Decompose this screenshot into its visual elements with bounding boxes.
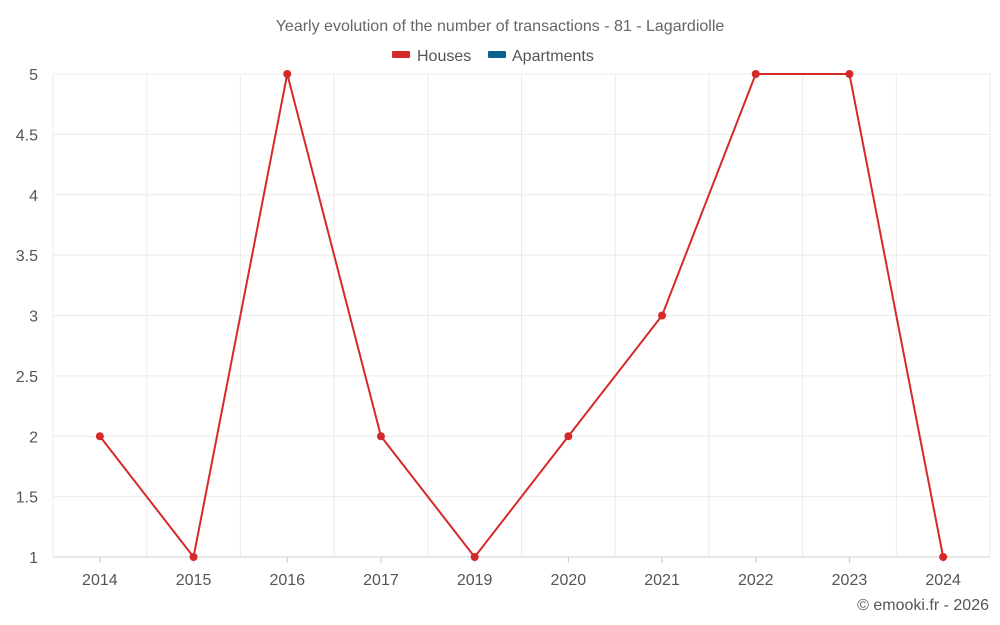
y-tick-label: 1.5 [16, 490, 38, 507]
legend-label-apartments: Apartments [512, 48, 594, 65]
y-tick-label: 3.5 [16, 248, 38, 265]
x-tick-label: 2017 [363, 572, 399, 589]
x-tick-label: 2016 [269, 572, 305, 589]
y-tick-label: 1 [29, 550, 38, 567]
y-tick-label: 2 [29, 429, 38, 446]
data-point[interactable] [939, 553, 948, 561]
data-point[interactable] [470, 553, 479, 561]
data-point[interactable] [751, 70, 760, 78]
y-tick-label: 3 [29, 309, 38, 326]
legend-item-apartments[interactable]: Apartments [488, 48, 594, 65]
x-tick-label: 2015 [176, 572, 212, 589]
y-tick-label: 5 [29, 67, 38, 84]
x-tick-label: 2023 [832, 572, 868, 589]
x-tick-label: 2019 [457, 572, 493, 589]
legend-item-houses[interactable]: Houses [392, 48, 471, 65]
data-point[interactable] [95, 432, 104, 441]
axes: 1 1.5 2 2.5 3 3.5 4 4.5 5 2014 2015 2016 2017 2019 202… [16, 67, 961, 589]
x-tick-label: 2024 [925, 572, 961, 589]
legend-label-houses: Houses [417, 48, 471, 65]
series-houses [95, 70, 948, 561]
chart-title: Yearly evolution of the number of transa… [276, 18, 725, 35]
y-tick-label: 2.5 [16, 369, 38, 386]
data-point[interactable] [658, 311, 667, 320]
data-point[interactable] [283, 70, 292, 78]
data-point[interactable] [189, 553, 198, 561]
y-tick-label: 4.5 [16, 127, 38, 144]
data-point[interactable] [845, 70, 854, 78]
legend-swatch-houses [392, 51, 410, 58]
x-tick-label: 2022 [738, 572, 774, 589]
footer-credit: © emooki.fr - 2026 [857, 597, 989, 614]
y-tick-label: 4 [29, 188, 38, 205]
data-point[interactable] [376, 432, 385, 441]
data-point[interactable] [564, 432, 573, 441]
legend: Houses Apartments [392, 48, 594, 65]
x-tick-label: 2021 [644, 572, 680, 589]
x-tick-label: 2020 [551, 572, 587, 589]
series-line-houses [99, 73, 945, 558]
grid [52, 73, 991, 558]
legend-swatch-apartments [488, 51, 506, 58]
x-tick-label: 2014 [82, 572, 118, 589]
